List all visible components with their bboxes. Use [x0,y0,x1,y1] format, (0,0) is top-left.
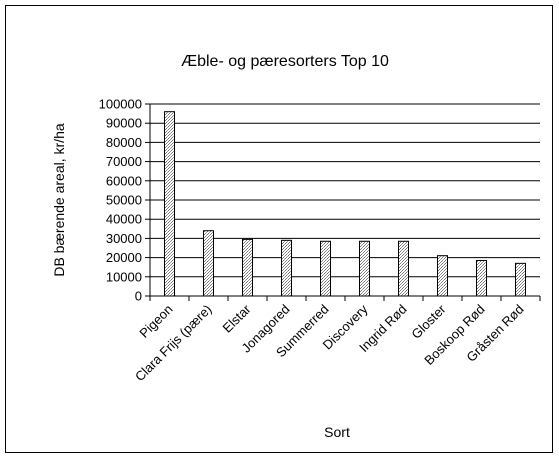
x-tick-label: Elstar [220,301,255,336]
y-tick-label: 0 [135,289,142,304]
gridlines [150,103,540,278]
bar [437,255,448,297]
x-axis-label: Sort [324,424,350,440]
y-tick-label: 30000 [106,231,142,246]
y-tick-label: 90000 [106,116,142,131]
chart-frame [5,5,553,453]
bars [164,111,526,297]
bar [398,240,409,297]
bar [281,239,292,297]
bar [359,240,370,297]
y-tick-label: 20000 [106,250,142,265]
y-tick-label: 70000 [106,154,142,169]
bar [320,240,331,297]
y-tick-label: 40000 [106,212,142,227]
y-tick-label: 60000 [106,173,142,188]
bar [515,262,526,297]
axes [145,103,541,301]
y-tick-label: 10000 [106,269,142,284]
y-tick-labels: 0 10000 20000 30000 40000 50000 60000 70000 8000… [99,97,142,304]
y-tick-label: 100000 [99,97,142,112]
bar [164,111,175,297]
bar [242,238,253,297]
chart-title: Æble- og pæresorters Top 10 [181,53,389,70]
y-tick-label: 50000 [106,193,142,208]
y-axis-label: DB bærende areal, kr/ha [51,123,67,277]
y-tick-label: 80000 [106,135,142,150]
bar [203,230,214,297]
bar [476,259,487,297]
